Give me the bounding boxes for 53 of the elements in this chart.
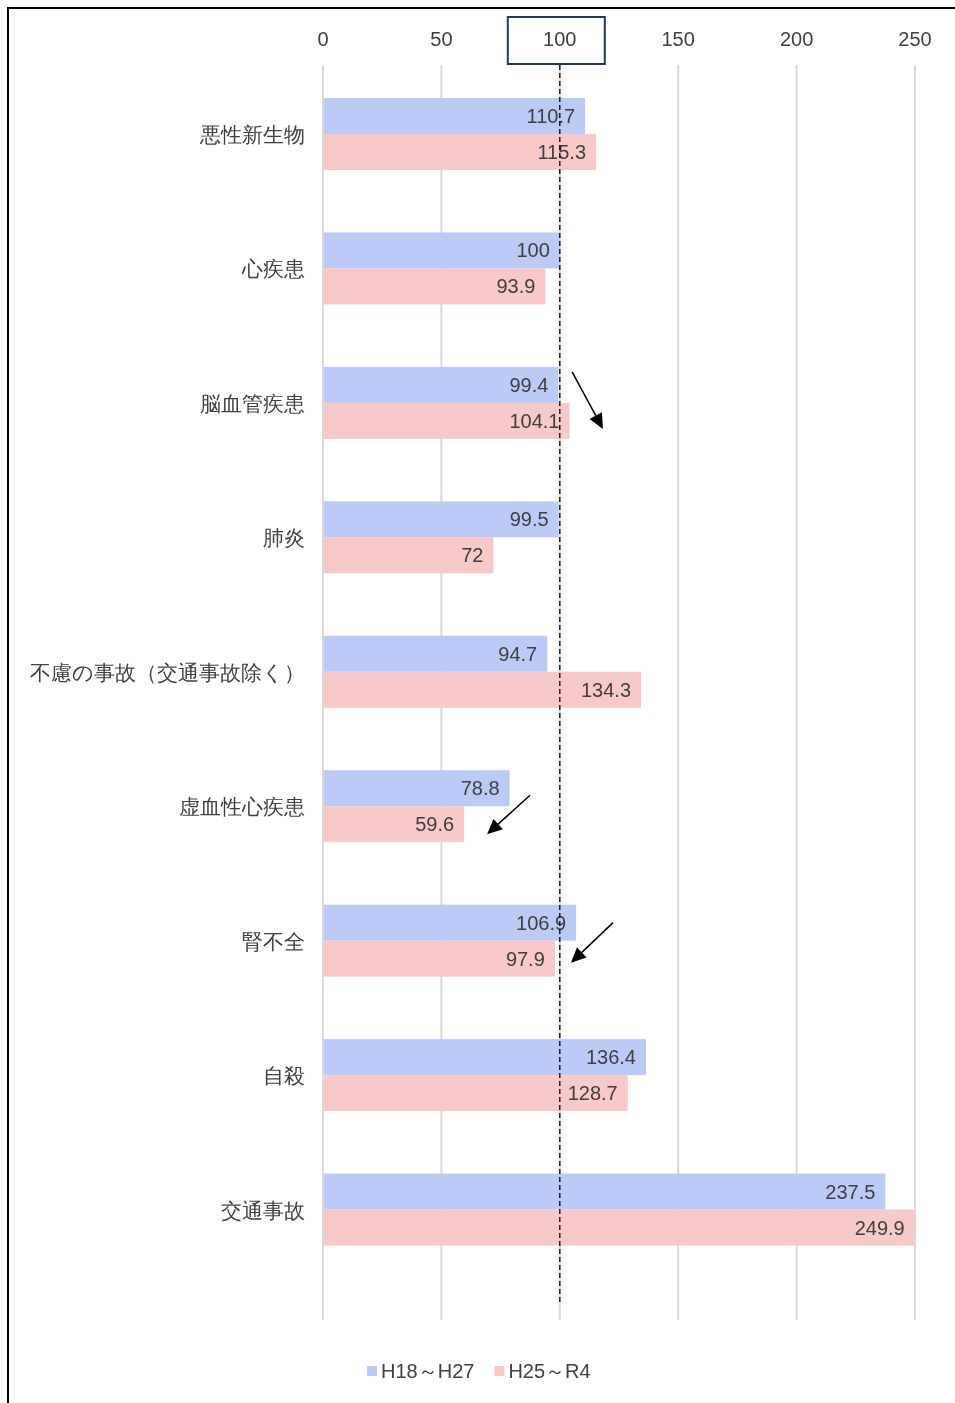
y-tick-label: 腎不全: [242, 929, 305, 953]
data-label: 106.9: [516, 911, 567, 934]
bar: [323, 671, 642, 708]
bar: [323, 134, 597, 170]
bar: [323, 1209, 915, 1246]
bar: [323, 232, 560, 269]
bar: [323, 904, 577, 941]
y-tick-label: 心疾患: [241, 257, 305, 281]
x-tick-label: 100: [543, 28, 577, 50]
data-label: 59.6: [415, 813, 455, 836]
data-label: 100: [516, 239, 550, 262]
data-label: 128.7: [567, 1082, 618, 1105]
bar: [323, 806, 465, 843]
data-label: 99.4: [509, 373, 549, 396]
data-label: 99.5: [509, 508, 549, 531]
y-tick-label: 自殺: [263, 1064, 305, 1088]
bar: [323, 98, 586, 134]
bar: [323, 1039, 646, 1076]
bar: [323, 366, 559, 403]
data-label: 78.8: [460, 777, 500, 800]
legend-label: H25～R4: [508, 1360, 591, 1382]
x-tick-label: 150: [661, 28, 695, 50]
bar: [323, 268, 546, 305]
data-label: 115.3: [537, 141, 587, 163]
bar: [323, 770, 510, 807]
y-tick-label: 不慮の事故（交通事故除く）: [30, 660, 305, 684]
x-tick-label: 0: [317, 28, 329, 50]
data-label: 136.4: [585, 1046, 636, 1069]
y-tick-label: 虚血性心疾患: [179, 795, 305, 819]
legend-label: H18～H27: [381, 1360, 475, 1382]
bar: [323, 402, 570, 439]
data-label: 249.9: [854, 1216, 905, 1239]
data-label: 94.7: [498, 642, 538, 665]
bar: [323, 537, 494, 574]
data-label: 72: [461, 544, 484, 567]
y-tick-label: 悪性新生物: [199, 123, 305, 146]
data-label: 134.3: [580, 678, 632, 701]
data-label: 104.1: [509, 409, 560, 432]
data-label: 237.5: [825, 1180, 876, 1203]
bar: [323, 635, 548, 672]
data-label: 97.9: [505, 947, 545, 970]
y-tick-label: 脳血管疾患: [200, 391, 305, 415]
y-tick-label: 交通事故: [221, 1198, 305, 1222]
x-tick-label: 250: [898, 28, 932, 50]
data-label: 93.9: [496, 275, 536, 298]
data-label: 110.7: [526, 105, 576, 127]
bar: [323, 1075, 628, 1112]
y-tick-label: 肺炎: [263, 526, 305, 550]
bar: [323, 1173, 886, 1210]
x-tick-label: 200: [779, 28, 814, 50]
bar: [323, 940, 555, 977]
x-tick-label: 50: [430, 28, 453, 50]
bar: [323, 501, 559, 538]
